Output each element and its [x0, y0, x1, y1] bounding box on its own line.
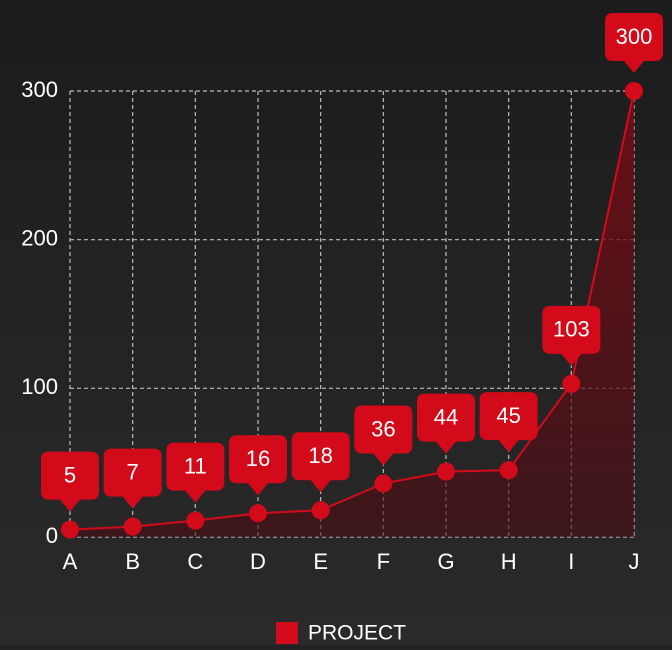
value-callout [229, 435, 287, 496]
point [186, 511, 205, 530]
x-tick-label: D [250, 549, 266, 574]
value-callout [354, 405, 413, 466]
x-tick-label: B [125, 549, 140, 574]
x-tick-label: F [377, 549, 390, 574]
y-tick-label: 300 [21, 77, 58, 102]
x-tick-label: I [568, 549, 574, 574]
line [69, 90, 635, 531]
value-label: 11 [184, 453, 207, 478]
point [562, 374, 581, 393]
point [625, 82, 643, 100]
x-tick-label: C [187, 549, 203, 574]
value-label: 300 [616, 24, 653, 49]
value-callout [166, 442, 225, 503]
value-label: 5 [64, 462, 76, 487]
value-label: 45 [496, 403, 520, 428]
legend-swatch [276, 622, 298, 644]
point [499, 461, 518, 480]
point [311, 501, 330, 520]
value-callout [479, 392, 538, 453]
x-tick-label: G [437, 549, 454, 574]
x-tick-label: A [63, 549, 78, 574]
value-callout [605, 13, 663, 73]
value-callout [103, 448, 162, 509]
value-label: 103 [553, 317, 590, 342]
y-tick-label: 0 [46, 523, 58, 548]
value-callout [291, 432, 350, 493]
legend-label: PROJECT [308, 622, 406, 645]
point [61, 520, 79, 539]
x-tick-label: J [629, 549, 640, 574]
x-tick-label: E [313, 549, 328, 574]
y-tick-label: 200 [21, 225, 58, 250]
area-fill [70, 91, 634, 537]
x-tick-label: H [501, 549, 517, 574]
point [437, 462, 455, 481]
value-label: 18 [308, 443, 332, 468]
value-callout [417, 393, 475, 454]
point [249, 504, 267, 523]
value-label: 16 [246, 446, 270, 471]
value-callout [41, 451, 99, 512]
point [123, 517, 142, 536]
value-label: 44 [434, 404, 458, 429]
y-tick-label: 100 [21, 374, 58, 399]
value-callout [542, 305, 601, 366]
point [374, 474, 393, 493]
value-label: 36 [371, 416, 395, 441]
value-label: 7 [127, 459, 139, 484]
